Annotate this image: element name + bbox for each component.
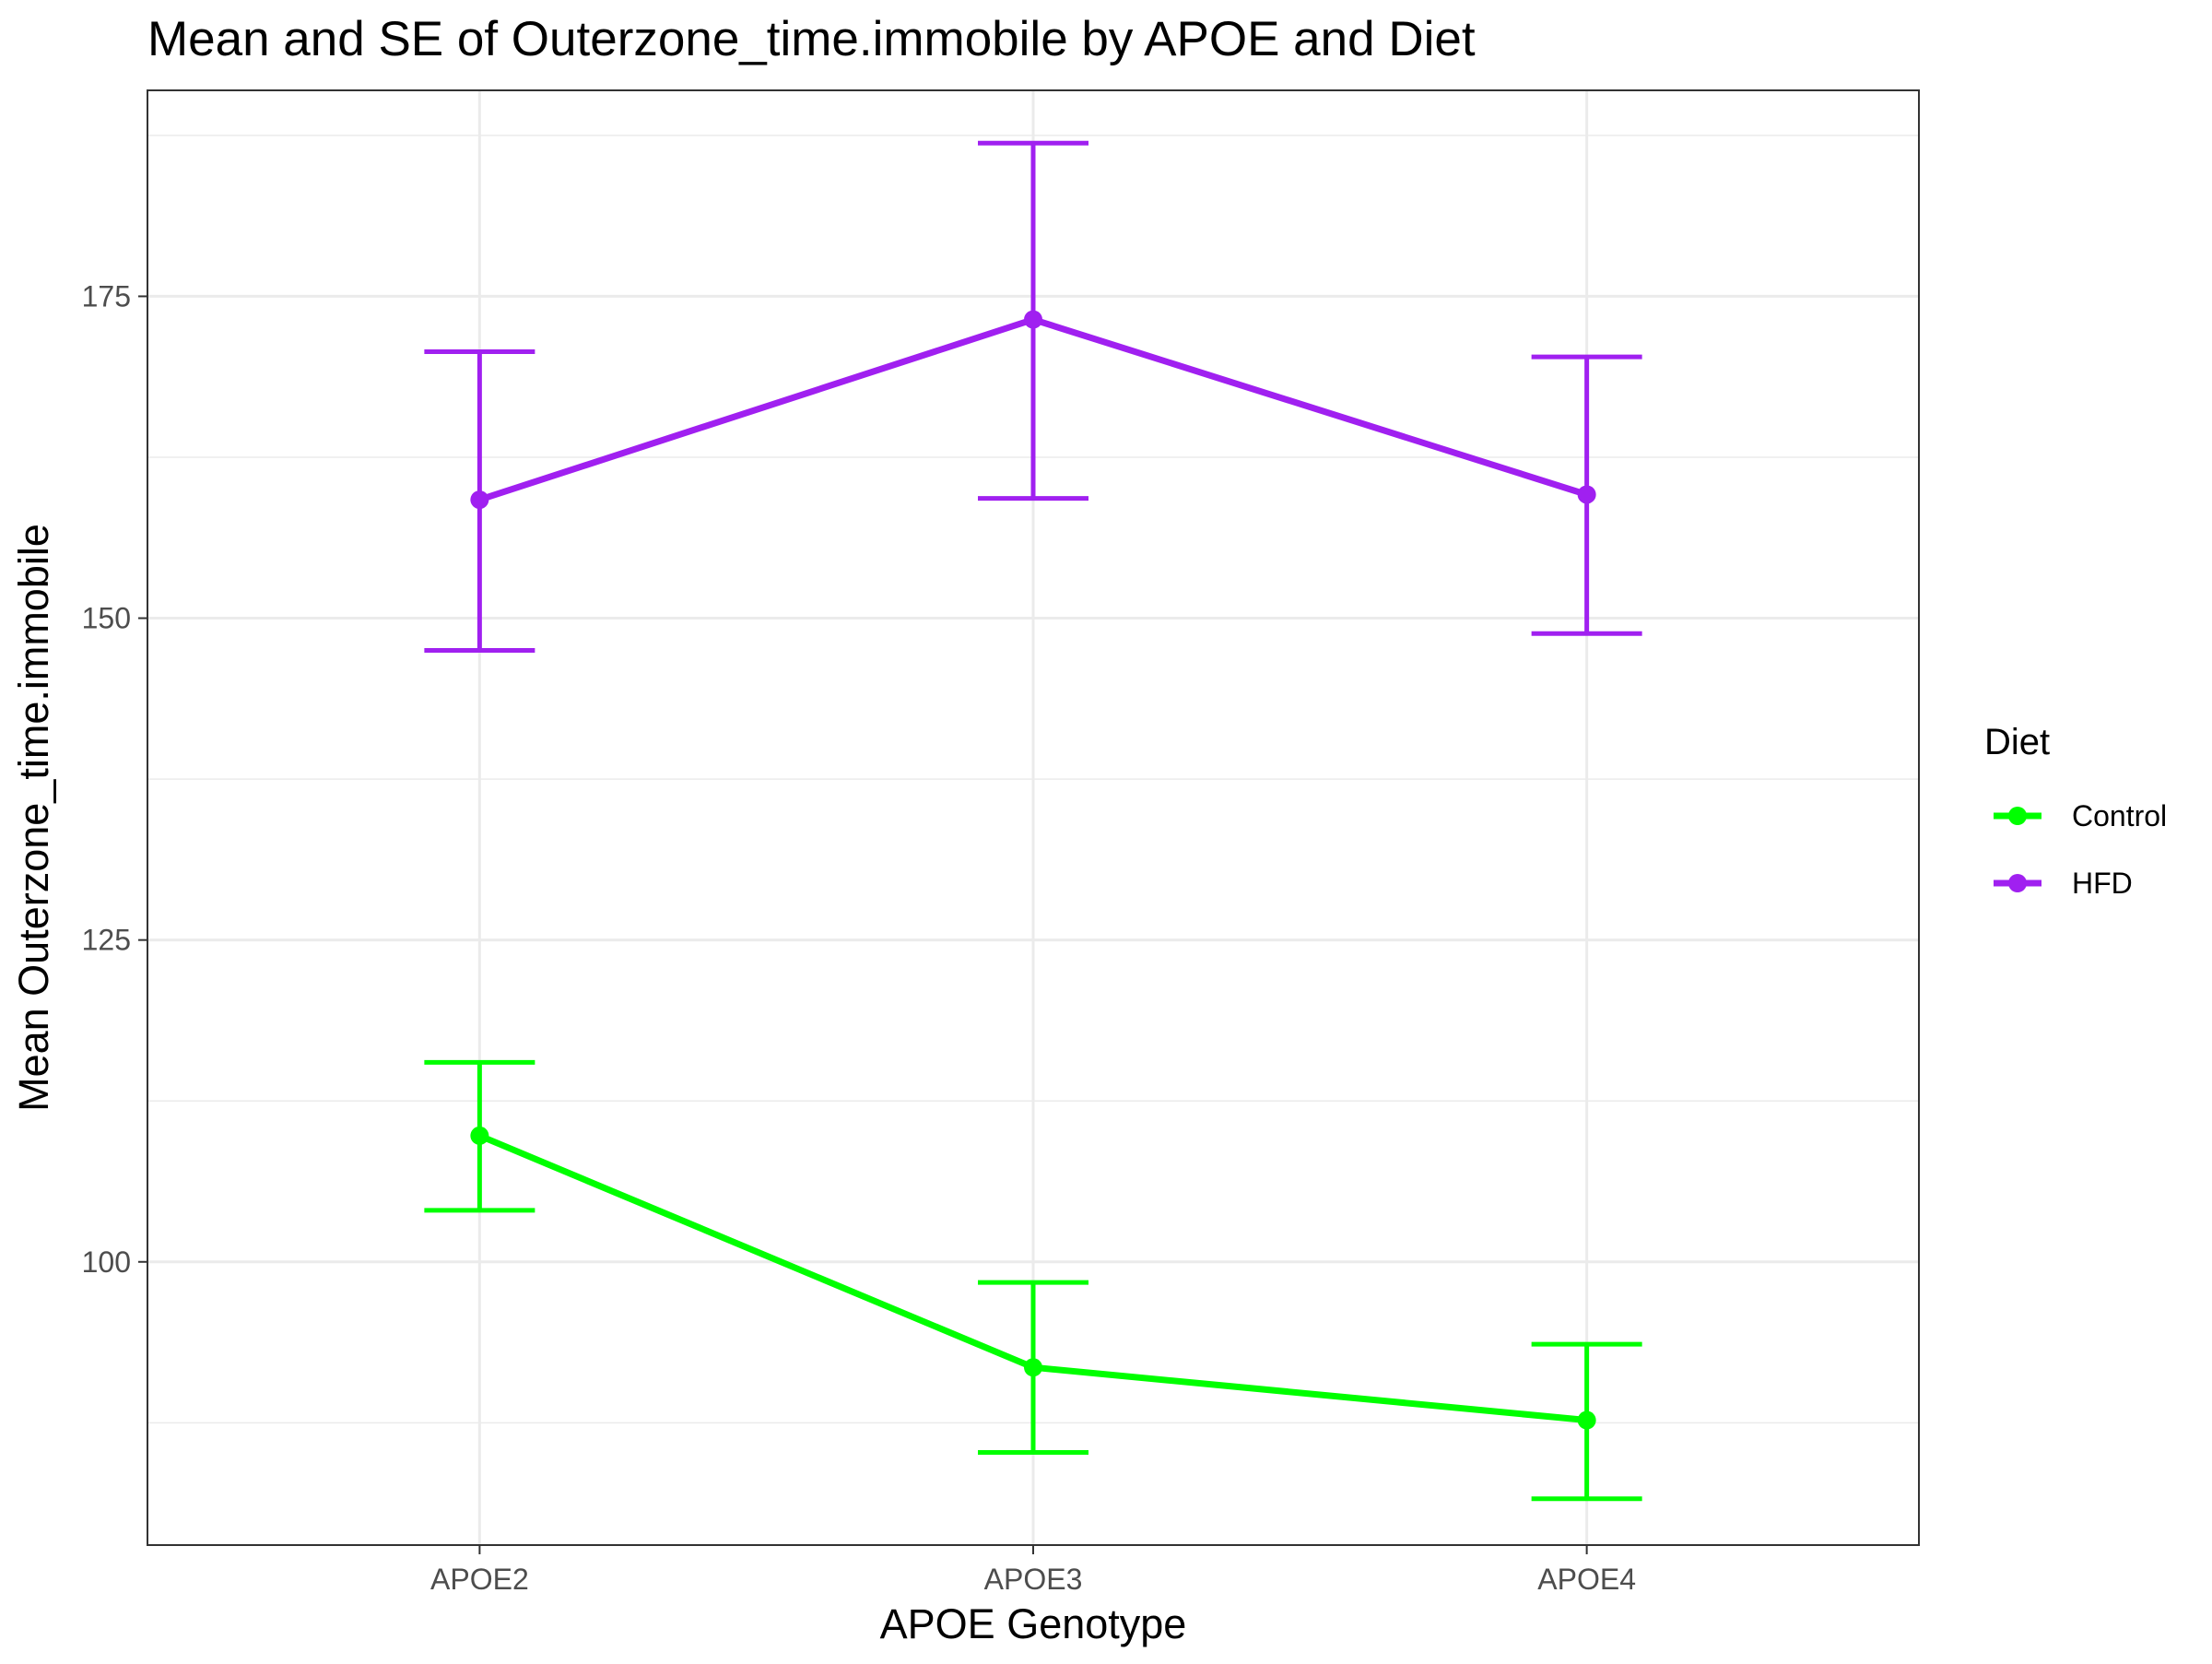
y-tick-label: 150 [82,602,131,635]
legend-key-point [2008,807,2027,825]
legend-title: Diet [1984,722,2050,762]
x-tick-label: APOE3 [984,1563,1083,1596]
data-point [1024,310,1042,329]
chart-title: Mean and SE of Outerzone_time.immobile b… [147,12,1476,66]
legend-label: HFD [2072,867,2133,900]
series-hfd [424,140,1642,653]
data-point [1577,485,1596,504]
data-point [1024,1358,1042,1377]
x-tick-label: APOE4 [1537,1563,1636,1596]
y-tick-label: 100 [82,1245,131,1279]
series-control [424,1059,1642,1502]
legend-item-hfd: HFD [1994,867,2133,900]
plot-area: 100 125 150 175 APOE2 APOE3 APOE4 [82,89,1920,1596]
y-tick-label: 125 [82,924,131,957]
data-point [470,490,489,510]
legend-key-point [2008,874,2027,892]
x-tick-label: APOE2 [430,1563,529,1596]
x-axis-title: APOE Genotype [880,1600,1187,1647]
data-point [470,1126,489,1145]
data-point [1577,1410,1596,1430]
y-axis-title: Mean Outerzone_time.immobile [10,524,57,1112]
legend-label: Control [2072,799,2167,832]
y-tick-label: 175 [82,279,131,313]
legend-item-control: Control [1994,799,2167,832]
legend: Diet Control HFD [1984,722,2167,900]
